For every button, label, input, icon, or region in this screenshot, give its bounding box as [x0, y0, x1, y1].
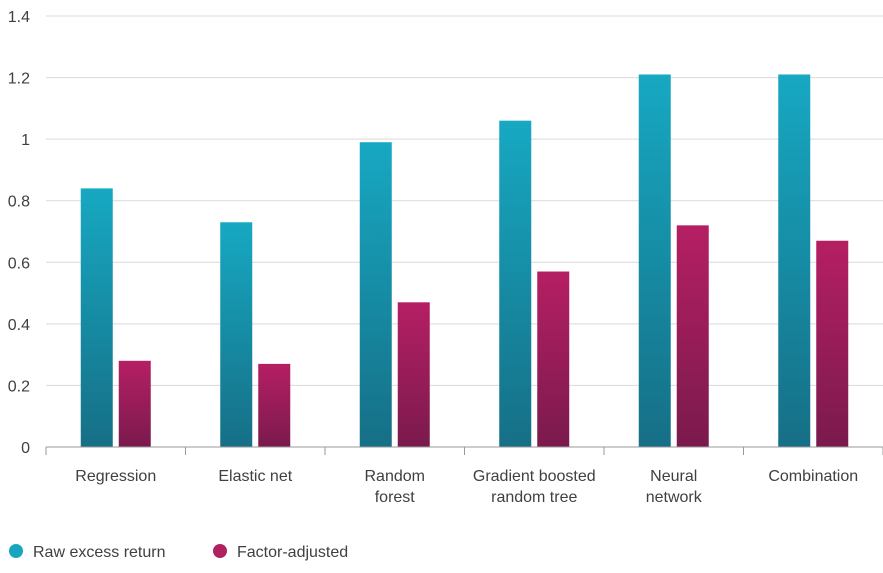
bar-factor-adjusted-2 [397, 302, 430, 447]
y-axis-ticks: 0 0.2 0.4 0.6 0.8 1 1.2 1.4 [8, 9, 30, 457]
bar-raw-excess-return-1 [220, 222, 253, 447]
bar-raw-excess-return-4 [638, 74, 671, 447]
x-category-label: Combination [768, 468, 858, 485]
x-category-label: Neural [650, 468, 697, 485]
y-tick-label: 1.2 [8, 71, 30, 88]
y-tick-label: 0.4 [8, 317, 30, 334]
bars [80, 74, 849, 448]
legend-swatch [9, 544, 23, 558]
y-tick-label: 0.8 [8, 194, 30, 211]
bar-raw-excess-return-3 [499, 120, 532, 448]
bar-factor-adjusted-1 [258, 363, 291, 447]
y-tick-label: 0.6 [8, 255, 30, 272]
y-tick-label: 0.2 [8, 378, 30, 395]
bar-factor-adjusted-3 [537, 271, 570, 447]
y-tick-label: 0 [21, 440, 30, 457]
x-category-label: network [646, 489, 703, 506]
bar-factor-adjusted-4 [676, 225, 709, 447]
x-category-label: Gradient boosted [473, 468, 596, 485]
y-tick-label: 1 [21, 132, 30, 149]
y-tick-label: 1.4 [8, 9, 30, 26]
x-category-label: forest [375, 489, 416, 506]
gridlines [46, 15, 883, 386]
bar-factor-adjusted-5 [816, 240, 849, 447]
x-axis: Regression Elastic net Random forest Gradien… [45, 446, 883, 506]
legend-label: Raw excess return [33, 544, 166, 561]
x-category-label: Random [365, 468, 425, 485]
legend: Raw excess return Factor-adjusted [9, 544, 348, 561]
x-category-label: random tree [491, 489, 577, 506]
x-category-label: Elastic net [218, 468, 292, 485]
bar-raw-excess-return-0 [80, 188, 113, 447]
bar-factor-adjusted-0 [118, 360, 151, 447]
legend-swatch [213, 544, 227, 558]
bar-raw-excess-return-2 [359, 142, 392, 447]
bar-raw-excess-return-5 [778, 74, 811, 447]
legend-label: Factor-adjusted [237, 544, 348, 561]
x-category-label: Regression [75, 468, 156, 485]
